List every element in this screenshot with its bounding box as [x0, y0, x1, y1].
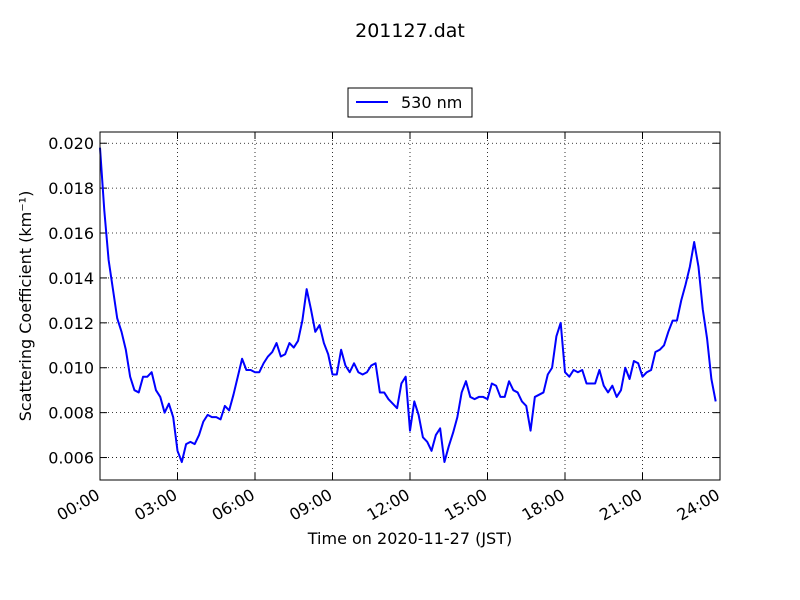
plot-frame — [99, 131, 721, 481]
y-tick-label: 0.008 — [48, 404, 94, 423]
y-tick-label: 0.016 — [48, 224, 94, 243]
y-tick-label: 0.020 — [48, 134, 94, 153]
y-tick-label: 0.012 — [48, 314, 94, 333]
chart-title: 201127.dat — [355, 20, 465, 42]
legend-label: 530 nm — [401, 93, 462, 112]
data-line — [99, 147, 717, 464]
y-tick-label: 0.006 — [48, 449, 94, 468]
x-axis-label: Time on 2020-11-27 (JST) — [307, 529, 512, 548]
y-axis-label: Scattering Coefficient (km⁻¹) — [16, 191, 35, 422]
y-tick-label: 0.014 — [48, 269, 94, 288]
legend: 530 nm — [347, 87, 473, 118]
y-tick-label: 0.018 — [48, 179, 94, 198]
y-tick-label: 0.010 — [48, 359, 94, 378]
